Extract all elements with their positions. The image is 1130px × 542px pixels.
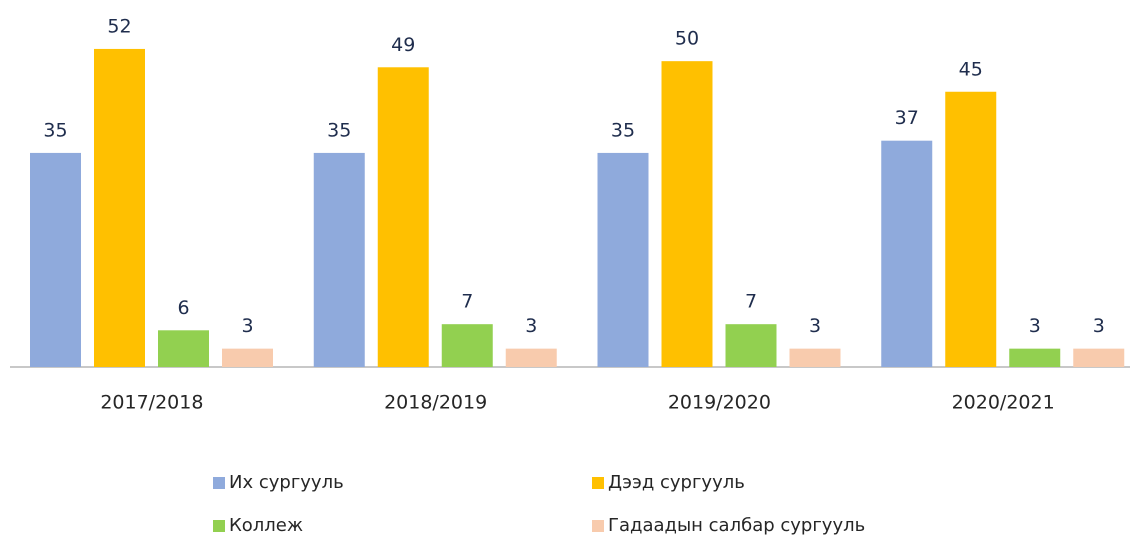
bar — [94, 48, 145, 367]
legend-label: Их сургууль — [229, 472, 344, 493]
x-tick-label: 2018/2019 — [384, 392, 487, 414]
data-label: 3 — [525, 315, 537, 337]
data-label: 50 — [675, 28, 699, 50]
legend-swatch — [213, 520, 225, 532]
bar — [313, 152, 365, 367]
bar — [1009, 348, 1061, 367]
legend-label: Дээд сургууль — [608, 472, 745, 493]
data-label: 45 — [959, 58, 983, 80]
bar — [377, 67, 429, 368]
bar — [505, 348, 557, 367]
legend-swatch — [592, 477, 604, 489]
data-label: 3 — [809, 315, 821, 337]
bar — [441, 324, 493, 367]
bar — [881, 140, 933, 367]
data-label: 35 — [43, 119, 67, 141]
data-label: 7 — [461, 291, 473, 313]
bar — [1073, 348, 1125, 367]
x-tick-label: 2020/2021 — [952, 392, 1055, 414]
legend-swatch — [592, 520, 604, 532]
bar — [789, 348, 841, 367]
data-label: 35 — [327, 119, 351, 141]
data-label: 52 — [107, 15, 131, 37]
bar — [945, 91, 997, 367]
data-label: 49 — [391, 34, 415, 56]
bar — [597, 152, 649, 367]
x-tick-label: 2019/2020 — [668, 392, 771, 414]
data-label: 37 — [895, 107, 919, 129]
data-label: 6 — [177, 297, 189, 319]
bar — [725, 324, 777, 367]
legend-label: Гадаадын салбар сургууль — [608, 515, 865, 536]
data-label: 35 — [611, 119, 635, 141]
data-label: 3 — [1093, 315, 1105, 337]
data-label: 3 — [241, 315, 253, 337]
data-label: 7 — [745, 291, 757, 313]
x-tick-label: 2017/2018 — [100, 392, 203, 414]
bar — [158, 330, 209, 367]
legend-label: Коллеж — [229, 515, 303, 536]
bar — [661, 61, 713, 368]
data-label: 3 — [1029, 315, 1041, 337]
bar — [30, 152, 81, 367]
bar — [222, 348, 273, 367]
legend-swatch — [213, 477, 225, 489]
